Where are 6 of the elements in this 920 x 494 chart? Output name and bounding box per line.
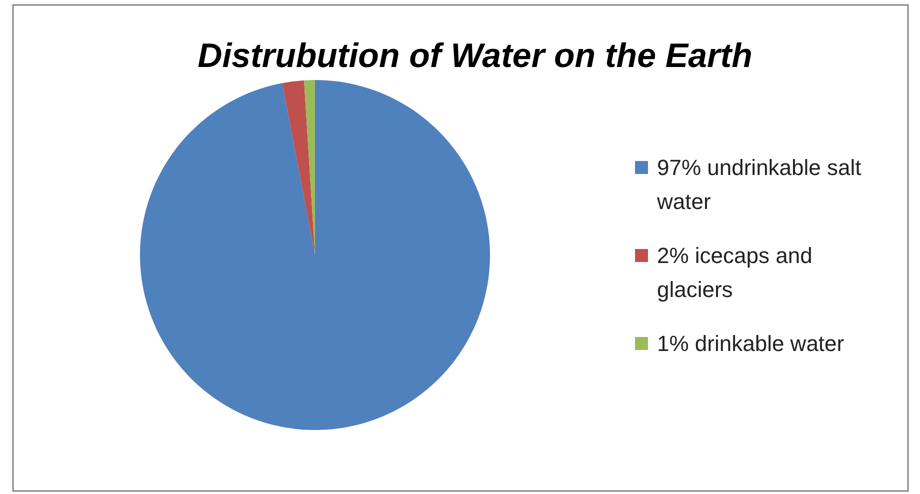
- legend-label: 1% drinkable water: [657, 331, 844, 356]
- chart-title: Distrubution of Water on the Earth: [198, 37, 752, 75]
- legend-label: 2% icecaps and glaciers: [657, 243, 812, 302]
- pie-slice: [140, 80, 490, 430]
- legend-label: 97% undrinkable salt water: [656, 155, 862, 214]
- pie-slice: [282, 80, 315, 255]
